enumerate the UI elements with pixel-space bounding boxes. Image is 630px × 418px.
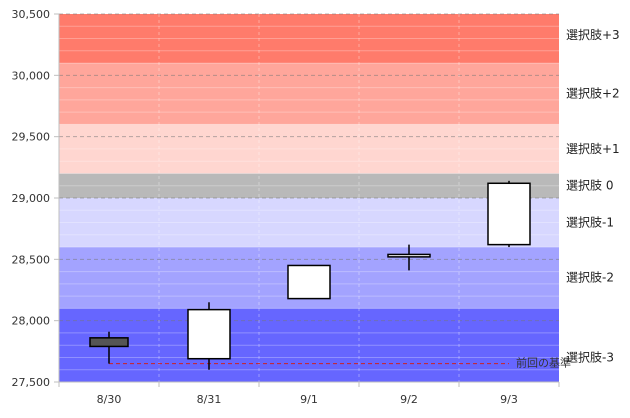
x-tick-label: 9/1 [300,393,318,406]
axis-layer: 27,500 28,000 28,500 29,000 29,500 30,000 30,5… [12,8,560,406]
candle-layer [89,180,531,370]
y-tick-label: 30,000 [12,69,51,82]
band-1 [59,63,559,125]
band-label: 選択肢-2 [566,270,614,285]
candle-body [387,253,431,258]
candle-body [487,182,531,246]
band-label: 選択肢+3 [566,27,620,42]
band-2 [59,124,559,174]
candle-body [89,337,129,348]
band-0 [59,14,559,64]
label-layer: 選択肢+3 選択肢+2 選択肢+1 選択肢 0 選択肢-1 選択肢-2 選択肢-3 [566,27,620,365]
y-tick-label: 30,500 [12,8,51,21]
candle-body [287,264,331,300]
band-3 [59,173,559,198]
band-4 [59,198,559,248]
y-tick-label: 28,500 [12,253,51,266]
band-label: 選択肢+1 [566,141,620,156]
reference-layer: 前回の基準 [109,356,571,370]
x-tick-label: 9/3 [500,393,518,406]
y-tick-label: 29,500 [12,131,51,144]
band-label: 選択肢+2 [566,86,620,101]
y-tick-label: 28,000 [12,315,51,328]
y-tick-label: 27,500 [12,376,51,389]
band-label: 選択肢-3 [566,349,614,364]
x-tick-label: 9/2 [400,393,418,406]
candle-body [187,308,231,360]
x-tick-label: 8/30 [97,393,122,406]
bands-layer [59,14,559,382]
y-tick-label: 29,000 [12,192,51,205]
band-label: 選択肢 0 [566,178,613,193]
reference-line-label: 前回の基準 [516,356,571,370]
band-label: 選択肢-1 [566,215,614,230]
x-tick-label: 8/31 [197,393,222,406]
